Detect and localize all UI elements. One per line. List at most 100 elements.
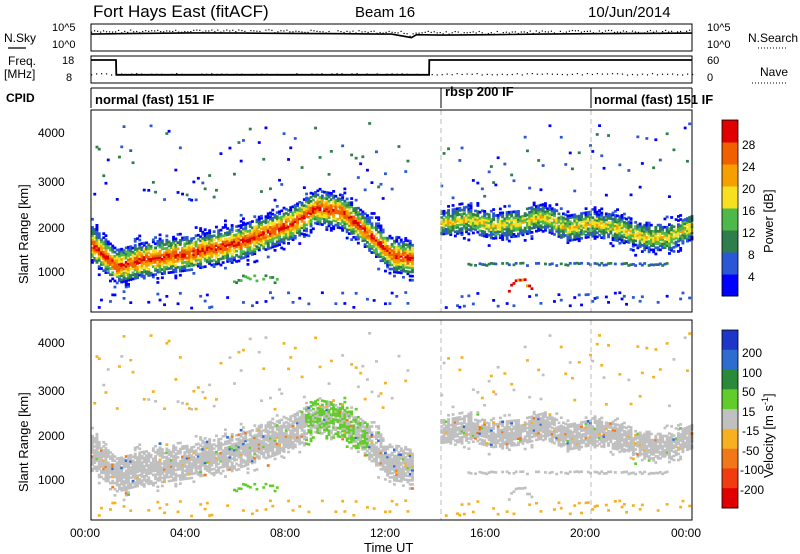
- power-cell: [176, 191, 180, 194]
- power-cell: [242, 252, 245, 255]
- power-cell: [647, 234, 651, 237]
- power-cell: [104, 246, 108, 250]
- power-cell: [672, 250, 676, 253]
- power-cell: [145, 255, 148, 259]
- velocity-cell: [226, 442, 230, 445]
- power-cell: [668, 235, 671, 239]
- velocity-cell: [244, 464, 248, 467]
- power-cell: [300, 214, 304, 217]
- power-cell: [219, 228, 223, 232]
- velocity-cell: [102, 477, 106, 481]
- power-cell: [658, 158, 662, 162]
- velocity-cell: [226, 446, 230, 449]
- power-cell: [627, 237, 631, 240]
- velocity-cell: [176, 450, 180, 453]
- power-cell: [564, 230, 568, 233]
- velocity-cell: [151, 469, 155, 473]
- power-cell: [156, 254, 160, 258]
- velocity-cell: [221, 459, 225, 463]
- power-cell: [235, 235, 239, 239]
- power-cell: [109, 263, 112, 266]
- velocity-cell: [165, 469, 169, 473]
- power-cell: [226, 249, 230, 253]
- power-cell: [665, 262, 669, 265]
- power-cell: [512, 222, 516, 226]
- power-cell: [136, 249, 139, 253]
- power-cell: [602, 234, 606, 238]
- power-cell: [395, 238, 399, 241]
- power-cell: [192, 180, 196, 184]
- velocity-cell: [115, 461, 119, 464]
- velocity-cell: [194, 435, 198, 438]
- power-cell: [393, 262, 396, 266]
- power-cell: [532, 226, 536, 229]
- power-cell: [192, 263, 196, 267]
- power-cell: [203, 252, 207, 256]
- power-cell: [487, 262, 491, 266]
- power-cell: [658, 225, 662, 229]
- power-cell: [553, 212, 556, 216]
- power-cell: [124, 246, 128, 250]
- power-cell: [91, 234, 94, 237]
- velocity-cell: [95, 457, 99, 460]
- velocity-cell: [235, 462, 239, 466]
- power-cell: [350, 238, 354, 241]
- noise-search-point: [514, 31, 516, 33]
- velocity-cell: [124, 485, 128, 489]
- nave-point: [416, 73, 418, 75]
- power-cell: [289, 235, 293, 238]
- power-cell: [289, 216, 293, 220]
- power-cell: [550, 221, 554, 225]
- velocity-cell: [100, 447, 103, 450]
- power-cell: [600, 230, 604, 233]
- power-cell: [320, 204, 324, 208]
- nave-point: [366, 73, 368, 75]
- velocity-cell: [233, 444, 236, 448]
- power-cell: [665, 294, 669, 298]
- power-cell: [242, 233, 245, 237]
- power-cell: [544, 228, 547, 232]
- velocity-cell: [244, 443, 248, 447]
- velocity-cell: [233, 454, 236, 458]
- power-cell: [384, 259, 387, 263]
- power-cell: [517, 232, 520, 236]
- velocity-cell: [131, 463, 135, 467]
- power-cell: [203, 238, 207, 242]
- power-cell: [577, 239, 581, 243]
- power-cell: [503, 205, 507, 208]
- power-cell: [327, 191, 331, 195]
- velocity-cell: [183, 459, 187, 462]
- power-cell: [370, 216, 374, 219]
- power-cell: [537, 212, 541, 216]
- power-cell: [296, 231, 299, 234]
- velocity-cell: [115, 477, 119, 481]
- power-cell: [370, 245, 374, 248]
- velocity-cell: [167, 461, 171, 464]
- power-cell: [233, 238, 236, 241]
- power-cell: [181, 251, 184, 254]
- power-cell: [300, 226, 304, 229]
- power-cell: [264, 221, 268, 225]
- power-cell: [356, 213, 360, 216]
- velocity-cell: [199, 458, 203, 462]
- power-cell: [404, 247, 408, 251]
- power-cell: [273, 234, 277, 238]
- power-cell: [129, 149, 133, 152]
- power-cell: [133, 237, 137, 241]
- power-cell: [131, 257, 135, 260]
- noise-search-point: [508, 32, 510, 34]
- velocity-cell: [131, 465, 135, 469]
- power-cell: [347, 217, 351, 221]
- power-cell: [275, 205, 279, 208]
- power-cell: [442, 224, 446, 227]
- power-cell: [106, 256, 110, 260]
- power-cell: [221, 248, 225, 252]
- noise-search-point: [103, 30, 105, 32]
- power-cell: [638, 245, 642, 248]
- velocity-cell: [226, 462, 230, 466]
- power-cell: [548, 224, 552, 228]
- velocity-cell: [255, 445, 259, 449]
- power-cell: [566, 218, 570, 222]
- velocity-cell: [97, 453, 101, 456]
- power-cell: [661, 225, 665, 229]
